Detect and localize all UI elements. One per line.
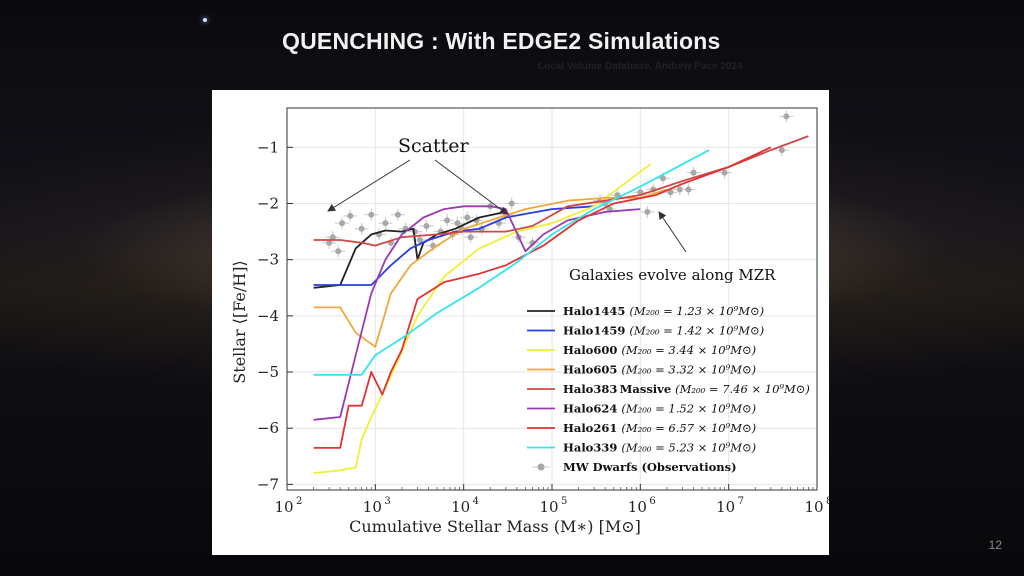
observation-point <box>394 211 401 218</box>
series-lines <box>313 135 809 474</box>
observation-point <box>685 186 692 193</box>
x-tick-label: 10 <box>539 498 558 516</box>
mzr-annotation: Galaxies evolve along MZR <box>569 266 776 284</box>
observation-point <box>676 186 683 193</box>
bright-star <box>203 18 207 22</box>
scatter-arrow-left <box>327 159 411 212</box>
series-line-halo600 <box>313 163 651 474</box>
observation-point <box>382 220 389 227</box>
x-tick-label: 10 <box>716 498 735 516</box>
observation-point <box>423 222 430 229</box>
x-axis-label: Cumulative Stellar Mass (M∗) [M⊙] <box>349 517 641 536</box>
observation-point <box>467 234 474 241</box>
series-line-halo605 <box>313 188 668 348</box>
observation-point <box>464 214 471 221</box>
observation-point <box>454 220 461 227</box>
observation-point <box>347 212 354 219</box>
scatter-arrow-right <box>434 159 508 215</box>
x-tick-label: 10 <box>628 498 647 516</box>
x-tick-exponent: 3 <box>384 496 390 507</box>
x-tick-label: 10 <box>804 498 823 516</box>
observation-point <box>659 175 666 182</box>
observation-point <box>508 200 515 207</box>
series-line-halo1445 <box>313 211 506 289</box>
observation-point <box>335 248 342 255</box>
observation-point <box>416 237 423 244</box>
observation-point <box>368 211 375 218</box>
chart-legend: Halo1445 (M₂₀₀ = 1.23 × 10⁹M⊙) Halo1459 (… <box>527 304 810 474</box>
y-tick-label: −2 <box>257 195 279 213</box>
x-tick-exponent: 7 <box>738 496 744 507</box>
legend-entry: Halo600 (M₂₀₀ = 3.44 × 10⁹M⊙) <box>563 343 756 357</box>
observation-point <box>690 169 697 176</box>
legend-entry-observations: MW Dwarfs (Observations) <box>563 460 737 474</box>
slide-number: 12 <box>988 538 1002 552</box>
observation-point <box>778 147 785 154</box>
series-line-halo624 <box>313 205 641 421</box>
observation-point <box>721 169 728 176</box>
series-line-halo1459 <box>313 205 595 286</box>
observation-point <box>667 189 674 196</box>
y-tick-label: −7 <box>257 475 279 493</box>
observation-point <box>329 234 336 241</box>
slide-subtitle: Local Volume Database, Andrew Pace 2024 <box>538 61 743 72</box>
observation-point <box>783 113 790 120</box>
observation-point <box>339 220 346 227</box>
series-line-halo383_massive <box>313 135 809 247</box>
observation-point <box>444 217 451 224</box>
x-tick-exponent: 5 <box>561 496 567 507</box>
legend-entry: Halo383 Massive (M₂₀₀ = 7.46 × 10⁹M⊙) <box>563 382 810 396</box>
scatter-annotation: Scatter <box>398 135 469 157</box>
metallicity-chart: 102103104105106107108−1−2−3−4−5−6−7 Cumu… <box>230 107 829 536</box>
y-tick-label: −6 <box>257 419 279 437</box>
legend-entry: Halo624 (M₂₀₀ = 1.52 × 10⁹M⊙) <box>563 402 756 416</box>
y-tick-label: −5 <box>257 363 279 381</box>
y-axis-label: Stellar ⟨[Fe/H]⟩ <box>230 260 249 383</box>
x-tick-exponent: 2 <box>296 496 302 507</box>
series-line-halo261 <box>313 146 772 449</box>
legend-entry: Halo261 (M₂₀₀ = 6.57 × 10⁹M⊙) <box>563 421 756 435</box>
observation-point <box>644 208 651 215</box>
axis-ticks: 102103104105106107108−1−2−3−4−5−6−7 <box>257 138 829 516</box>
legend-obs-marker <box>537 463 545 471</box>
series-line-halo339 <box>313 149 710 376</box>
y-tick-label: −4 <box>257 307 279 325</box>
legend-entry: Halo339 (M₂₀₀ = 5.23 × 10⁹M⊙) <box>563 441 756 455</box>
observation-point <box>358 225 365 232</box>
mzr-arrow <box>658 211 687 253</box>
x-tick-label: 10 <box>274 498 293 516</box>
slide-title: QUENCHING : With EDGE2 Simulations <box>282 28 721 54</box>
y-tick-label: −3 <box>257 251 279 269</box>
x-tick-label: 10 <box>363 498 382 516</box>
legend-entry: Halo1445 (M₂₀₀ = 1.23 × 10⁹M⊙) <box>563 304 764 318</box>
x-tick-label: 10 <box>451 498 470 516</box>
y-tick-label: −1 <box>257 138 279 156</box>
x-tick-exponent: 4 <box>473 496 479 507</box>
x-tick-exponent: 6 <box>649 496 655 507</box>
legend-entry: Halo1459 (M₂₀₀ = 1.42 × 10⁹M⊙) <box>563 324 764 338</box>
chart-panel: 102103104105106107108−1−2−3−4−5−6−7 Cumu… <box>212 90 829 555</box>
observation-point <box>326 239 333 246</box>
legend-entry: Halo605 (M₂₀₀ = 3.32 × 10⁹M⊙) <box>563 363 756 377</box>
x-tick-exponent: 8 <box>826 496 829 507</box>
